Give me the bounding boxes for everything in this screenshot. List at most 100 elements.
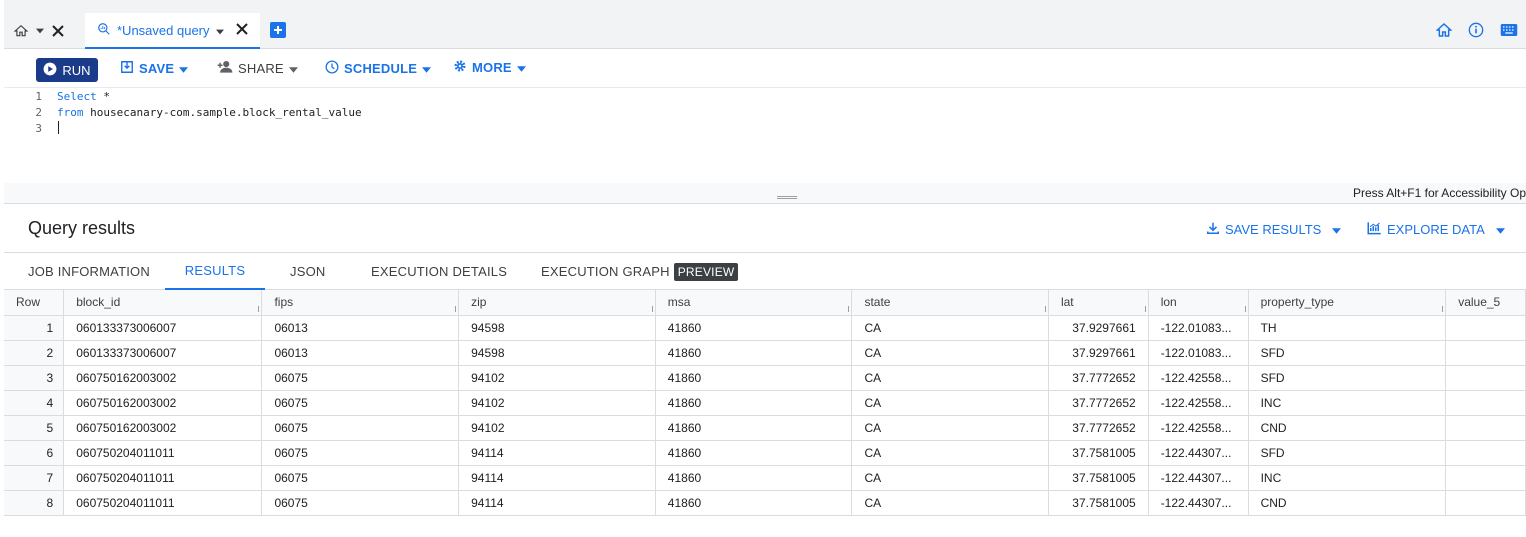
fips-cell[interactable]: 06075 <box>261 365 460 391</box>
zip-cell[interactable]: 94102 <box>458 365 656 391</box>
value-5-cell[interactable] <box>1445 490 1526 516</box>
chevron-down-icon[interactable] <box>215 23 224 38</box>
info-icon[interactable] <box>1468 22 1484 41</box>
msa-cell[interactable]: 41860 <box>655 390 853 416</box>
property-type-cell[interactable]: TH <box>1248 315 1447 341</box>
lat-cell[interactable]: 37.7581005 <box>1048 465 1149 491</box>
block-id-cell[interactable]: 060750162003002 <box>63 365 263 391</box>
lon-cell[interactable]: -122.42558... <box>1148 390 1249 416</box>
property-type-cell[interactable]: SFD <box>1248 440 1447 466</box>
resize-grip-icon[interactable] <box>1040 305 1046 312</box>
block-id-cell[interactable]: 060750204011011 <box>63 490 263 516</box>
block-id-cell[interactable]: 060133373006007 <box>63 340 263 366</box>
property-type-cell[interactable]: SFD <box>1248 365 1447 391</box>
msa-cell[interactable]: 41860 <box>655 315 853 341</box>
fips-cell[interactable]: 06075 <box>261 490 460 516</box>
sql-editor[interactable]: 1 2 3 Select * from housecanary-com.samp… <box>4 87 1526 184</box>
lon-cell[interactable]: -122.44307... <box>1148 490 1249 516</box>
column-header[interactable]: fips <box>261 290 460 316</box>
table-row[interactable]: 5 060750162003002 06075 94102 41860 CA 37.7772… <box>4 415 1526 441</box>
state-cell[interactable]: CA <box>851 390 1049 416</box>
resize-grip-icon[interactable] <box>450 305 457 312</box>
tab-execution-details[interactable]: EXECUTION DETAILS <box>371 253 507 290</box>
column-header[interactable]: msa <box>655 290 853 316</box>
table-row[interactable]: 8 060750204011011 06075 94114 41860 CA 37.7581… <box>4 490 1526 516</box>
msa-cell[interactable]: 41860 <box>655 465 853 491</box>
row-number-cell[interactable]: 5 <box>4 415 65 441</box>
column-header[interactable]: lat <box>1048 290 1149 316</box>
block-id-cell[interactable]: 060133373006007 <box>63 315 263 341</box>
home-icon[interactable] <box>1435 22 1453 41</box>
property-type-cell[interactable]: CND <box>1248 415 1447 441</box>
fips-cell[interactable]: 06075 <box>261 465 460 491</box>
lat-cell[interactable]: 37.7581005 <box>1048 490 1149 516</box>
msa-cell[interactable]: 41860 <box>655 440 853 466</box>
home-tab[interactable] <box>14 14 84 48</box>
chevron-down-icon[interactable] <box>36 28 44 34</box>
value-5-cell[interactable] <box>1445 340 1526 366</box>
state-cell[interactable]: CA <box>851 440 1049 466</box>
msa-cell[interactable]: 41860 <box>655 490 853 516</box>
state-cell[interactable]: CA <box>851 490 1049 516</box>
property-type-cell[interactable]: CND <box>1248 490 1447 516</box>
column-header[interactable]: zip <box>458 290 656 316</box>
fips-cell[interactable]: 06013 <box>261 340 460 366</box>
fips-cell[interactable]: 06013 <box>261 315 460 341</box>
value-5-cell[interactable] <box>1445 315 1526 341</box>
column-header[interactable]: block_id <box>63 290 263 316</box>
lat-cell[interactable]: 37.7581005 <box>1048 440 1149 466</box>
resize-grip-icon[interactable] <box>1140 305 1146 312</box>
property-type-cell[interactable]: SFD <box>1248 340 1447 366</box>
column-header[interactable]: state <box>851 290 1049 316</box>
column-header[interactable]: lon <box>1148 290 1249 316</box>
column-header[interactable]: property_type <box>1248 290 1447 316</box>
close-icon[interactable] <box>235 22 248 38</box>
tab-execution-graph[interactable]: EXECUTION GRAPH PREVIEW <box>541 253 739 290</box>
resize-handle[interactable] <box>777 196 797 199</box>
more-button[interactable]: MORE <box>453 59 526 76</box>
state-cell[interactable]: CA <box>851 365 1049 391</box>
lon-cell[interactable]: -122.42558... <box>1148 365 1249 391</box>
value-5-cell[interactable] <box>1445 465 1526 491</box>
share-button[interactable]: SHARE <box>217 60 298 76</box>
zip-cell[interactable]: 94114 <box>458 465 656 491</box>
row-number-cell[interactable]: 6 <box>4 440 65 466</box>
tab-results[interactable]: RESULTS <box>165 253 265 290</box>
property-type-cell[interactable]: INC <box>1248 390 1447 416</box>
fips-cell[interactable]: 06075 <box>261 415 460 441</box>
zip-cell[interactable]: 94114 <box>458 440 656 466</box>
save-results-button[interactable]: SAVE RESULTS <box>1206 221 1342 238</box>
table-row[interactable]: 6 060750204011011 06075 94114 41860 CA 37.7581… <box>4 440 1526 466</box>
lon-cell[interactable]: -122.44307... <box>1148 440 1249 466</box>
lon-cell[interactable]: -122.44307... <box>1148 465 1249 491</box>
resize-grip-icon[interactable] <box>647 305 653 312</box>
lat-cell[interactable]: 37.9297661 <box>1048 315 1149 341</box>
property-type-cell[interactable]: INC <box>1248 465 1447 491</box>
add-tab-button[interactable] <box>270 22 286 38</box>
lat-cell[interactable]: 37.7772652 <box>1048 415 1149 441</box>
state-cell[interactable]: CA <box>851 315 1049 341</box>
block-id-cell[interactable]: 060750204011011 <box>63 465 263 491</box>
block-id-cell[interactable]: 060750162003002 <box>63 415 263 441</box>
row-number-cell[interactable]: 3 <box>4 365 65 391</box>
lat-cell[interactable]: 37.7772652 <box>1048 365 1149 391</box>
keyboard-icon[interactable] <box>1500 23 1518 40</box>
fips-cell[interactable]: 06075 <box>261 390 460 416</box>
explore-data-button[interactable]: EXPLORE DATA <box>1367 221 1505 238</box>
block-id-cell[interactable]: 060750204011011 <box>63 440 263 466</box>
table-row[interactable]: 4 060750162003002 06075 94102 41860 CA 37.7772… <box>4 390 1526 416</box>
value-5-cell[interactable] <box>1445 390 1526 416</box>
tab-json[interactable]: JSON <box>290 253 325 290</box>
row-number-cell[interactable]: 2 <box>4 340 65 366</box>
save-button[interactable]: SAVE <box>120 60 189 77</box>
table-row[interactable]: 7 060750204011011 06075 94114 41860 CA 37.7581… <box>4 465 1526 491</box>
resize-grip-icon[interactable] <box>253 305 260 312</box>
lat-cell[interactable]: 37.7772652 <box>1048 390 1149 416</box>
close-icon[interactable] <box>52 25 64 37</box>
tab-job-information[interactable]: JOB INFORMATION <box>28 253 150 290</box>
msa-cell[interactable]: 41860 <box>655 340 853 366</box>
row-number-cell[interactable]: 1 <box>4 315 65 341</box>
row-number-cell[interactable]: 7 <box>4 465 65 491</box>
zip-cell[interactable]: 94102 <box>458 390 656 416</box>
table-row[interactable]: 3 060750162003002 06075 94102 41860 CA 37.7772… <box>4 365 1526 391</box>
